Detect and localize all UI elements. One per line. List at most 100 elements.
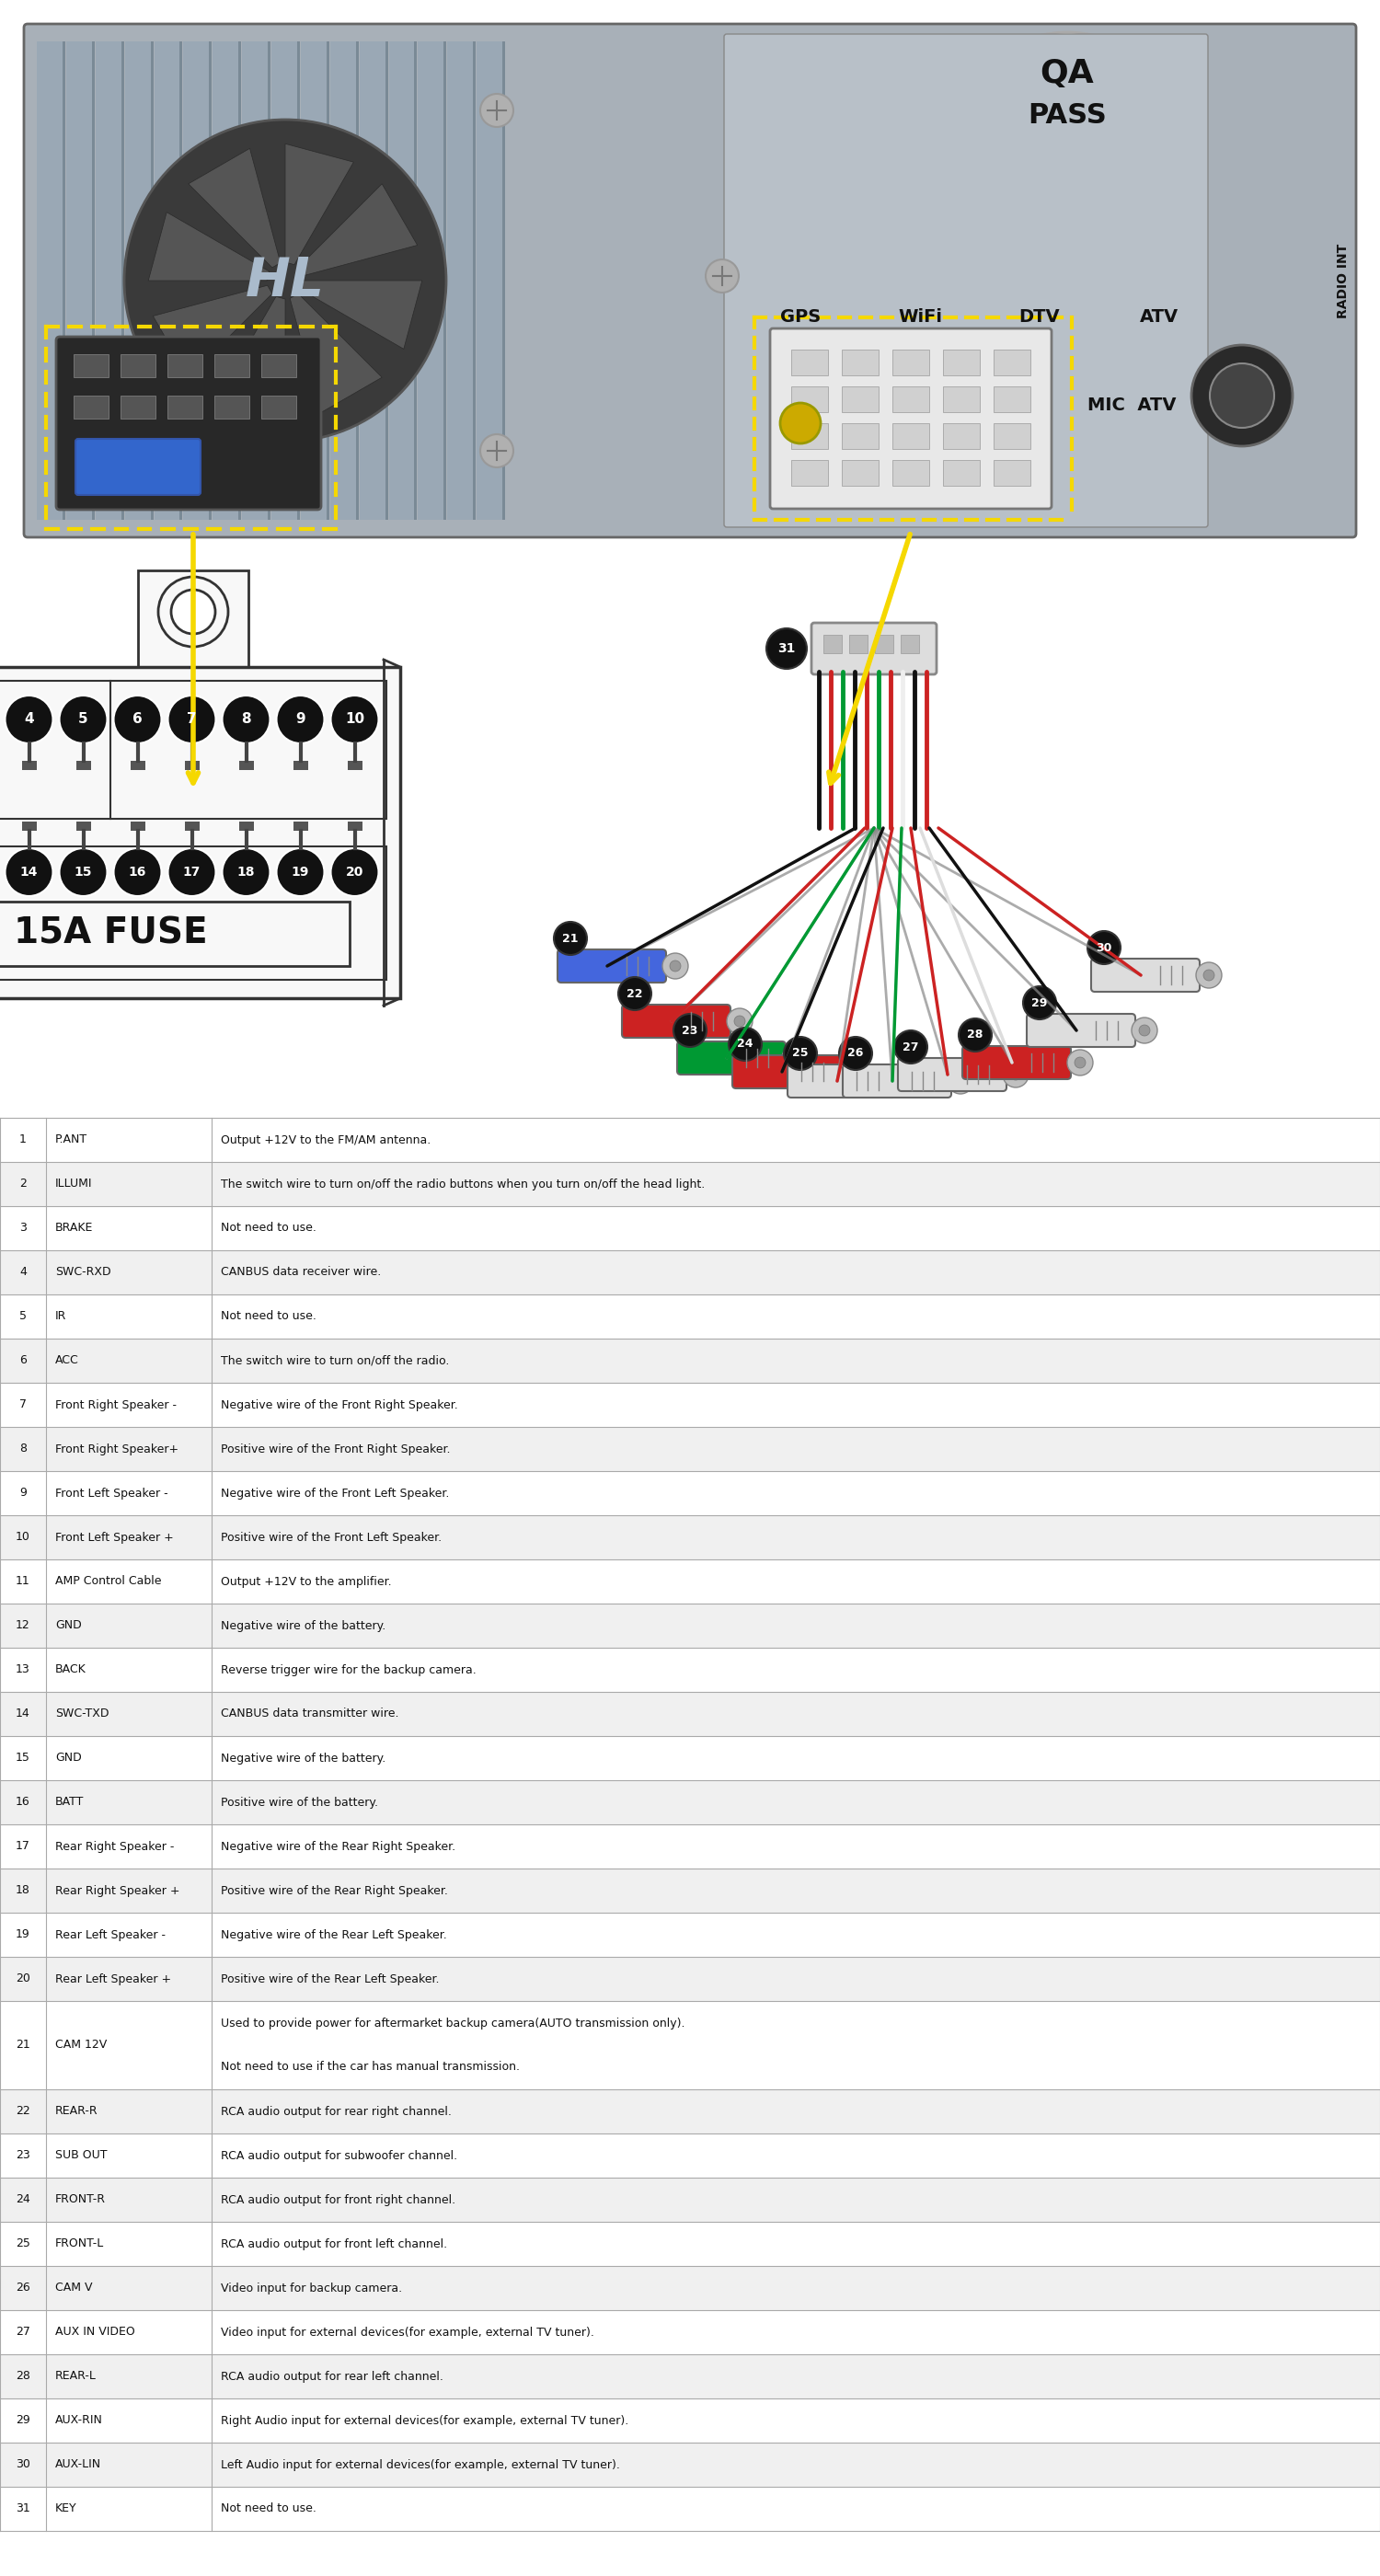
Bar [185,822,199,829]
Bar [994,350,1031,376]
Circle shape [839,1036,872,1069]
Bar [138,569,248,672]
Circle shape [784,1036,817,1069]
Text: Negative wire of the battery.: Negative wire of the battery. [221,1620,385,1631]
Text: ILLUMI: ILLUMI [55,1177,92,1190]
Circle shape [1010,1069,1021,1079]
Bar [943,350,980,376]
Text: AUX-LIN: AUX-LIN [55,2458,101,2470]
Text: Positive wire of the Rear Left Speaker.: Positive wire of the Rear Left Speaker. [221,1973,439,1986]
Bar [0,1602,1380,1649]
FancyBboxPatch shape [811,623,937,675]
Bar [268,41,270,520]
Bar [0,1515,1380,1558]
Bar [213,41,239,520]
Bar [0,902,349,966]
Text: Used to provide power for aftermarket backup camera(AUTO transmission only).: Used to provide power for aftermarket ba… [221,2017,684,2030]
Text: 8: 8 [242,714,251,726]
Circle shape [789,1054,800,1064]
Bar [356,41,359,520]
Text: 7: 7 [186,714,197,726]
Text: WiFi: WiFi [898,309,943,327]
Bar [791,461,828,487]
Circle shape [729,1028,762,1061]
Text: 24: 24 [737,1038,753,1051]
Bar [0,1427,1380,1471]
Text: FRONT-R: FRONT-R [55,2195,106,2205]
Text: 24: 24 [15,2195,30,2205]
Bar [0,1162,1380,1206]
Text: 23: 23 [682,1025,698,1036]
Polygon shape [189,149,280,268]
Text: Right Audio input for external devices(for example, external TV tuner).: Right Audio input for external devices(f… [221,2414,628,2427]
Circle shape [782,1046,807,1072]
Text: 8: 8 [19,1443,26,1455]
Text: Output +12V to the FM/AM antenna.: Output +12V to the FM/AM antenna. [221,1133,431,1146]
Bar [447,41,473,520]
Text: 26: 26 [15,2282,30,2295]
Circle shape [959,1018,992,1051]
Bar [242,41,269,520]
Bar [0,2486,1380,2530]
Text: SWC-RXD: SWC-RXD [55,1267,110,1278]
Bar [943,386,980,412]
Circle shape [331,696,378,744]
Text: QA: QA [1041,57,1094,90]
Bar [893,386,929,412]
FancyBboxPatch shape [0,667,400,997]
Text: 25: 25 [792,1048,809,1059]
Text: 22: 22 [627,987,643,999]
Text: 10: 10 [345,714,364,726]
Bar [185,760,199,770]
Text: AUX-RIN: AUX-RIN [55,2414,104,2427]
Text: Rear Left Speaker -: Rear Left Speaker - [55,1929,166,1940]
Circle shape [1203,969,1214,981]
Bar [0,1118,1380,1162]
Bar [22,822,36,829]
Polygon shape [301,281,422,348]
Circle shape [673,1015,707,1046]
Circle shape [1210,363,1274,428]
Text: 6: 6 [19,1355,26,1368]
Bar [0,2177,1380,2221]
Text: 21: 21 [15,2040,30,2050]
Text: CAM V: CAM V [55,2282,92,2295]
Circle shape [6,848,52,896]
Text: AMP Control Cable: AMP Control Cable [55,1577,161,1587]
Text: 17: 17 [184,866,200,878]
Bar [842,461,879,487]
Circle shape [838,1059,862,1084]
Circle shape [1138,1025,1150,1036]
Bar [0,1780,1380,1824]
Bar [0,1911,1380,1958]
Circle shape [1067,1051,1093,1077]
Bar [0,848,386,979]
Text: Negative wire of the Front Left Speaker.: Negative wire of the Front Left Speaker. [221,1486,450,1499]
Circle shape [168,848,215,896]
Bar [293,822,308,829]
Bar [0,1471,1380,1515]
Text: The switch wire to turn on/off the radio.: The switch wire to turn on/off the radio… [221,1355,450,1368]
Circle shape [113,848,161,896]
Text: 20: 20 [346,866,363,878]
Bar [62,41,65,520]
Text: 6: 6 [132,714,142,726]
Bar [893,422,929,448]
Bar [73,397,109,417]
Text: GND: GND [55,1752,81,1765]
Text: PASS: PASS [1028,100,1107,129]
Text: 10: 10 [15,1530,30,1543]
Text: P.ANT: P.ANT [55,1133,87,1146]
Bar [0,1649,1380,1692]
Text: 19: 19 [15,1929,30,1940]
Text: Not need to use if the car has manual transmission.: Not need to use if the car has manual tr… [221,2061,520,2074]
Text: REAR-R: REAR-R [55,2105,98,2117]
Bar [0,1824,1380,1868]
Text: Left Audio input for external devices(for example, external TV tuner).: Left Audio input for external devices(fo… [221,2458,620,2470]
Bar [0,2221,1380,2267]
Bar [121,41,124,520]
Circle shape [1196,963,1221,989]
Text: Video input for external devices(for example, external TV tuner).: Video input for external devices(for exa… [221,2326,595,2339]
Bar [893,461,929,487]
FancyBboxPatch shape [622,1005,730,1038]
